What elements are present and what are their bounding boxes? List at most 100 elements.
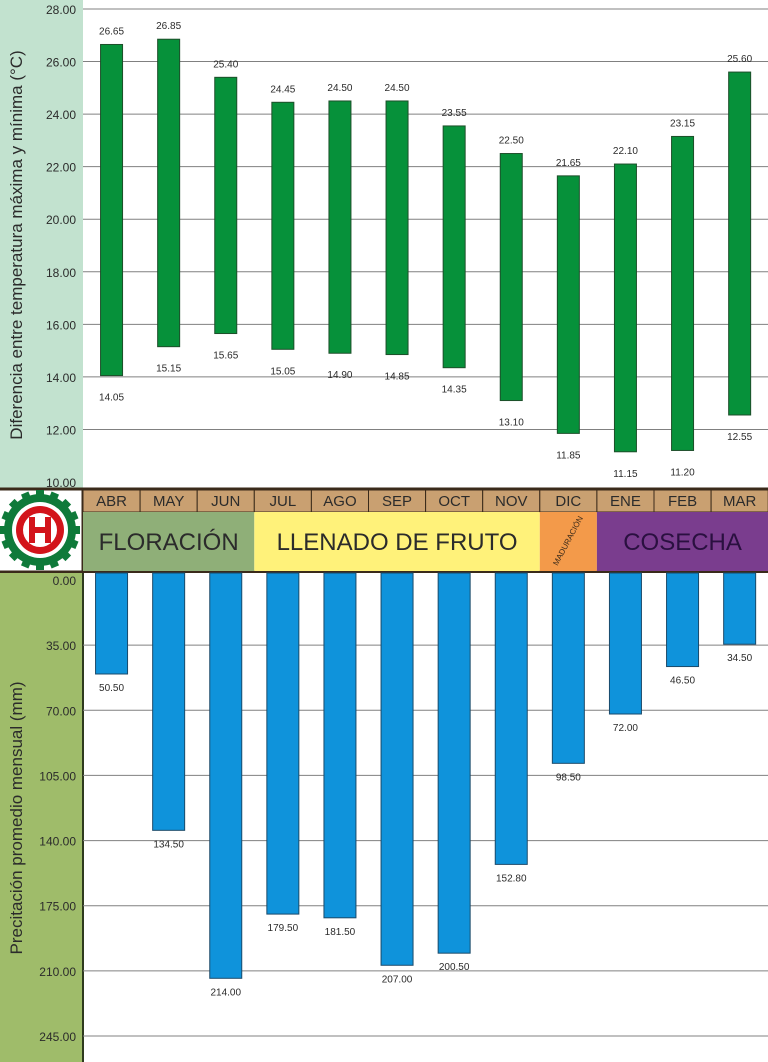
- month-label: OCT: [438, 493, 470, 510]
- month-row: ABR MAY JUN JUL AGO SEP OCT NOV DIC ENE FEB MAR: [82, 489, 768, 513]
- temperature-min-label: 14.35: [442, 385, 467, 396]
- month-label: ABR: [96, 493, 127, 510]
- precipitation-tick-label: 210.00: [39, 965, 76, 979]
- precipitation-bar: [666, 572, 700, 668]
- precipitation-data-label: 50.50: [99, 683, 124, 694]
- month-label: ENE: [610, 493, 641, 510]
- precipitation-bars: [95, 572, 757, 979]
- temperature-bar: [385, 100, 409, 356]
- precipitation-bar: [494, 572, 528, 865]
- month-label: DIC: [555, 493, 581, 510]
- precipitation-tick-label: 0.00: [53, 574, 77, 588]
- month-label: JUN: [211, 493, 240, 510]
- precipitation-bar: [266, 572, 300, 915]
- logo-gear-tooth: [8, 549, 21, 562]
- temperature-min-label: 13.10: [499, 418, 524, 429]
- logo-gear-tooth: [8, 498, 21, 511]
- phase-floracion-cell: [83, 512, 255, 571]
- precipitation-y-ticks: 0.00 35.00 70.00 105.00 140.00 175.00 210.00 24…: [39, 574, 76, 1044]
- temperature-min-label: 11.20: [670, 467, 695, 478]
- temperature-tick-label: 16.00: [46, 318, 76, 332]
- logo-gear-tooth: [20, 557, 32, 569]
- temperature-tick-label: 10.00: [46, 476, 76, 490]
- precipitation-bar: [95, 572, 129, 675]
- temperature-min-label: 15.05: [270, 366, 295, 377]
- logo-gear-tooth: [1, 510, 13, 522]
- temperature-max-label: 25.40: [213, 59, 238, 70]
- precipitation-data-label: 181.50: [325, 927, 356, 938]
- logo-gear-tooth: [0, 526, 9, 534]
- phase-maduracion-cell: [539, 512, 597, 571]
- temperature-min-label: 14.85: [385, 372, 410, 383]
- precipitation-gridlines: [83, 644, 768, 1037]
- precipitation-chart: 0.00 35.00 70.00 105.00 140.00 175.00 210.00 24…: [0, 572, 768, 1062]
- logo-gear-tooth: [48, 557, 60, 569]
- precipitation-data-label: 179.50: [268, 923, 299, 934]
- precipitation-data-label: 207.00: [382, 974, 413, 985]
- temperature-bar: [499, 153, 523, 402]
- month-label: SEP: [382, 493, 412, 510]
- precipitation-bar: [209, 572, 243, 979]
- temperature-max-label: 23.55: [442, 108, 467, 119]
- precipitation-axis-panel: [0, 573, 83, 1062]
- logo-gear-tooth: [59, 498, 72, 511]
- temperature-tick-label: 20.00: [46, 213, 76, 227]
- logo-gear-tooth: [67, 510, 79, 522]
- phase-llenado-de-fruto-cell: [254, 512, 540, 571]
- temperature-max-label: 21.65: [556, 158, 581, 169]
- temperature-tick-label: 28.00: [46, 3, 76, 17]
- temperature-tick-label: 26.00: [46, 56, 76, 70]
- logo-gear-tooth: [20, 491, 32, 503]
- phase-band: ABR MAY JUN JUL AGO SEP OCT NOV DIC ENE FEB MAR FLO…: [0, 487, 768, 574]
- temperature-tick-label: 14.00: [46, 371, 76, 385]
- temperature-bar: [556, 175, 580, 434]
- temperature-chart: 10.00 12.00 14.00 16.00 18.00 20.00 22.00 24.00…: [0, 0, 768, 490]
- temperature-max-label: 22.10: [613, 146, 638, 157]
- temperature-bar: [671, 135, 695, 451]
- phase-row: FLORACIÓN LLENADO DE FRUTO MADURACIÓN COSEC…: [83, 512, 768, 571]
- precipitation-plot-area: [83, 573, 768, 1062]
- precipitation-bar: [723, 572, 757, 645]
- precipitation-bar: [608, 572, 642, 715]
- precipitation-tick-label: 70.00: [46, 704, 76, 718]
- temperature-bar: [728, 71, 752, 416]
- precipitation-bar: [437, 572, 471, 954]
- temperature-max-label: 24.45: [270, 84, 295, 95]
- temperature-max-label: 22.50: [499, 136, 524, 147]
- temperature-tick-label: 24.00: [46, 108, 76, 122]
- temperature-bar: [214, 76, 238, 335]
- temperature-max-label: 24.50: [385, 83, 410, 94]
- month-label: JUL: [270, 493, 297, 510]
- temperature-max-label: 24.50: [327, 83, 352, 94]
- temperature-bar: [157, 38, 181, 348]
- precipitation-tick-label: 245.00: [39, 1030, 76, 1044]
- temperature-gridlines: [83, 8, 768, 430]
- precipitation-tick-label: 175.00: [39, 900, 76, 914]
- logo-gear-tooth: [36, 561, 44, 570]
- temperature-bar: [271, 101, 295, 350]
- temperature-y-ticks: 10.00 12.00 14.00 16.00 18.00 20.00 22.00 24.00…: [46, 3, 76, 490]
- temperature-min-label: 14.05: [99, 393, 124, 404]
- temperature-bar: [613, 163, 637, 453]
- temperature-max-label: 23.15: [670, 118, 695, 129]
- precipitation-bar: [323, 572, 357, 919]
- logo-gear-tooth: [48, 491, 60, 503]
- precipitation-data-label: 214.00: [210, 987, 241, 998]
- temperature-bars: [100, 38, 752, 453]
- temperature-min-label: 15.65: [213, 351, 238, 362]
- precipitation-data-label: 46.50: [670, 676, 695, 687]
- precipitation-tick-label: 35.00: [46, 639, 76, 653]
- precipitation-tick-label: 140.00: [39, 835, 76, 849]
- temperature-bar: [328, 100, 352, 354]
- month-label: NOV: [495, 493, 528, 510]
- temperature-axis-panel: [0, 0, 83, 490]
- precipitation-tick-label: 105.00: [39, 769, 76, 783]
- phase-cosecha-cell: [596, 512, 768, 571]
- precipitation-data-labels: 50.50 134.50 214.00 179.50 181.50 207.00 200.5…: [99, 653, 753, 998]
- phase-floracion-label: FLORACIÓN: [99, 529, 239, 556]
- temperature-min-label: 11.15: [613, 469, 638, 480]
- precipitation-data-label: 34.50: [727, 653, 752, 664]
- temperature-min-label: 11.85: [556, 450, 581, 461]
- precipitation-data-label: 98.50: [556, 772, 581, 783]
